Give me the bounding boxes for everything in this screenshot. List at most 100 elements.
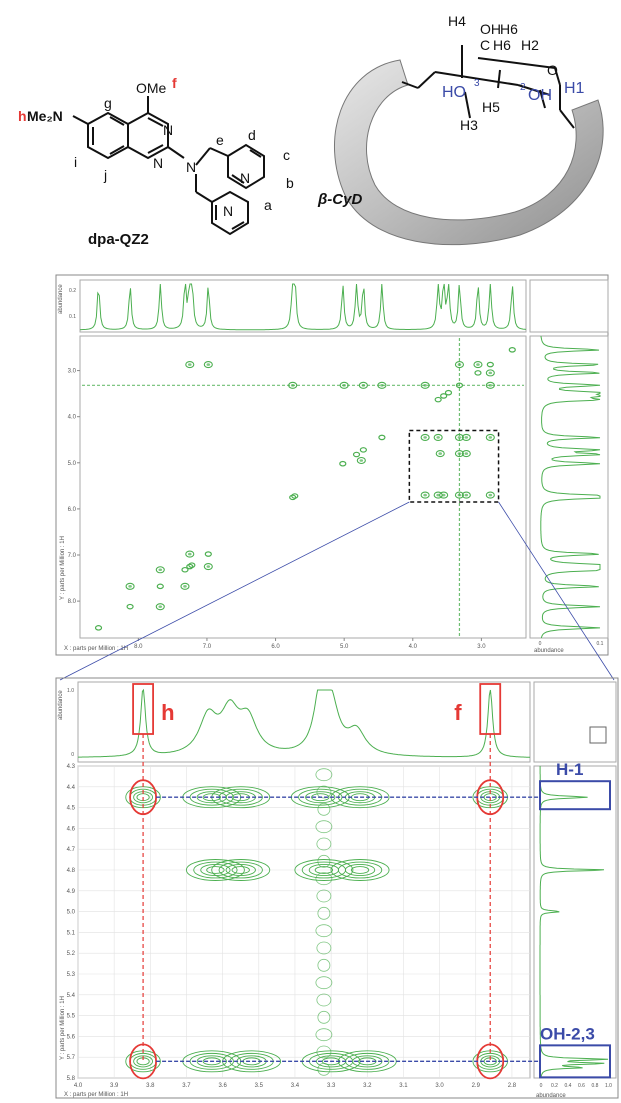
lower-top-projection-box [77,681,531,763]
lower-streak-contour [317,906,331,920]
lower-x-tick-label: 3.0 [435,1083,444,1089]
upper-cross-peak [356,456,366,465]
zoom-box [408,429,500,503]
upper-cross-peak-core [438,452,443,455]
upper-diagonal-peak [181,566,189,573]
lower-streak-contour [316,837,332,851]
upper-diagonal-peak [444,389,453,396]
cyd-ring [333,59,604,246]
upper-cross-peak [420,381,430,389]
lower-y-tick-label: 5.2 [67,951,76,957]
upper-diagonal-peak [204,551,212,557]
lower-streak-contour [316,889,332,903]
upper-top-axis-label: abundance [58,284,64,314]
upper-diagonal-peak [434,396,442,403]
label-oh6: OH [480,21,501,37]
lower-peak-contour [133,1055,153,1068]
upper-diagonal-peak [94,625,103,631]
upper-right-axis-tick: 0 [539,641,542,647]
pyridine-ring-lower [211,190,249,236]
upper-cross-peak [420,491,430,499]
upper-cross-peak [185,550,195,558]
upper-top-axis-tick: 0.1 [69,314,76,320]
lower-x-tick-label: 3.4 [291,1083,300,1089]
upper-cross-peak [454,361,464,369]
lower-right-axis-tick: 0.6 [578,1083,585,1089]
lower-y-tick-label: 4.5 [67,806,76,812]
label-b: b [286,175,294,191]
upper-cross-peak-core [158,568,163,572]
upper-cross-peak-core [206,363,211,366]
lower-peak-contour [218,861,263,879]
lower-plot-area [77,765,531,1079]
upper-diagonal-peak [455,382,464,389]
lower-y-tick-label: 4.7 [67,847,76,853]
lower-streak-contour [317,802,331,816]
label-n3: 3 [474,78,480,89]
label-o-ring: O [547,62,558,78]
upper-cross-peak-core [441,493,446,497]
lower-peak-contour [294,859,354,881]
upper-plot-area [79,335,527,639]
upper-top-projection-box [79,279,527,333]
lower-peak-contour [196,791,227,804]
lower-peak-contour [298,788,343,806]
upper-nmr-plot: 8.0 7.0 6.0 5.0 4.0 3.0 3.0 4.0 5.0 6.0 7.0 8.0 0.1 0… [55,274,609,656]
lower-peak-contour [330,859,390,881]
upper-cross-peak-core [488,436,493,439]
lower-top-axis-tick: 1.0 [67,688,74,694]
upper-cross-peak [339,381,349,389]
upper-cross-peak [461,450,471,458]
lower-right-axis-tick: 0.4 [565,1083,572,1089]
lower-top-spectrum [78,688,530,758]
lower-x-tick-label: 2.9 [472,1083,481,1089]
upper-cross-peak [125,582,135,590]
upper-diagonal-peak [486,361,494,368]
lower-streak-contour [317,1010,331,1024]
upper-x-tick-label: 4.0 [409,644,418,650]
lower-y-tick-label: 4.6 [67,826,76,832]
lower-annotations [129,683,611,1080]
upper-x-tick-label: 8.0 [134,644,143,650]
upper-cross-peak [180,582,190,590]
upper-cross-peak-core [488,384,493,387]
upper-diagonal-peak [352,451,361,458]
lower-y-tick-label: 5.0 [67,910,76,916]
atom-n-amine: N [186,159,196,175]
label-h1: H1 [564,80,585,97]
upper-cross-peak [461,491,471,499]
label-e: e [216,132,224,148]
label-h6b: H6 [493,37,511,53]
label-i: i [74,154,77,170]
upper-ticks: 8.0 7.0 6.0 5.0 4.0 3.0 3.0 4.0 5.0 6.0 7.0 8.0 0.1 0… [68,288,604,650]
upper-cross-peak [461,433,471,441]
upper-cross-peak [485,433,495,441]
upper-y-tick-label: 6.0 [68,507,77,513]
upper-cross-peak-core [457,452,462,455]
upper-right-axis-tick: 0.1 [597,641,604,647]
upper-cross-peak-core [342,384,346,387]
upper-cross-peak [155,603,165,611]
lower-y-tick-label: 5.7 [67,1055,76,1061]
atom-n-pyr-lower: N [223,203,233,219]
beta-cyd-name: β-CyD [317,191,362,208]
upper-cross-peak [358,381,368,389]
upper-cross-peak-core [206,565,211,568]
pyrimidine-ring [127,111,169,160]
upper-x-tick-label: 7.0 [203,644,212,650]
label-ho: HO [442,84,466,101]
upper-cross-peak-core [359,459,364,462]
lower-peak-contour [185,859,245,881]
upper-cross-peak-core [464,436,469,439]
upper-cross-peak [454,491,464,499]
lower-streak-contour [315,820,333,834]
lower-x-tick-label: 3.1 [399,1083,408,1089]
annotation-f: f [454,700,462,725]
upper-cross-peak [454,450,464,458]
upper-diagonal-peak [508,347,516,353]
lower-y-tick-label: 5.1 [67,930,76,936]
lower-right-axis-tick: 0.8 [592,1083,599,1089]
atom-n-upper: N [163,122,173,138]
lower-y-tick-label: 4.4 [67,785,76,791]
upper-y-tick-label: 3.0 [68,369,77,375]
